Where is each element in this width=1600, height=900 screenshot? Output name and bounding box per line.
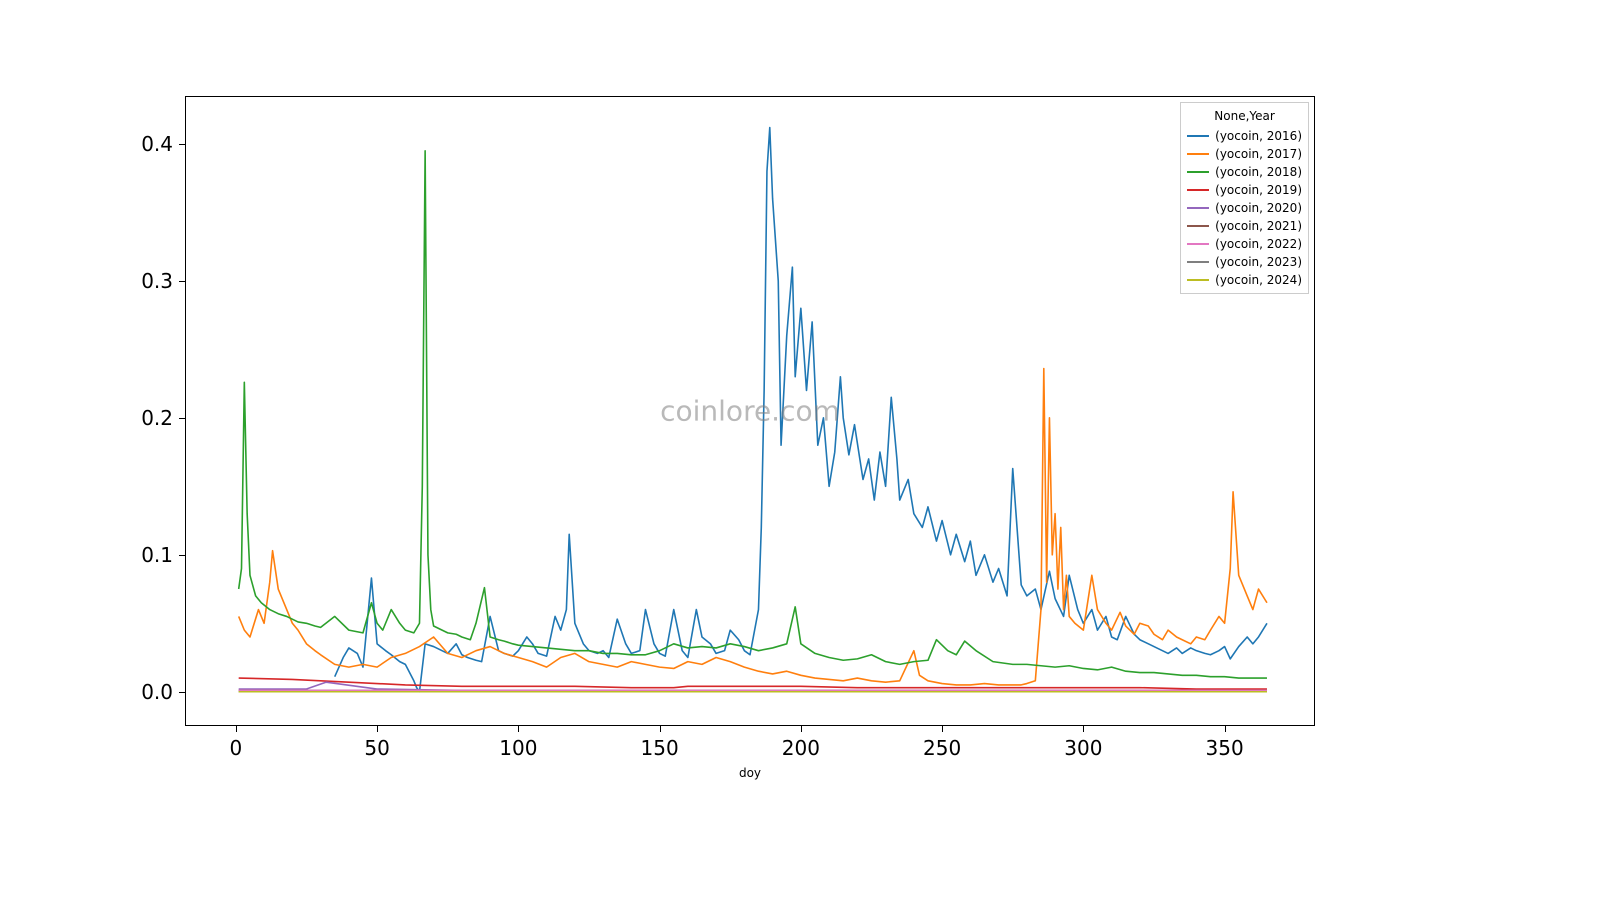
legend-item: (yocoin, 2022) [1187, 235, 1302, 253]
legend-title: None,Year [1187, 107, 1302, 125]
legend-swatch [1187, 243, 1209, 245]
y-tick-mark [179, 555, 185, 556]
legend-swatch [1187, 135, 1209, 137]
legend-label: (yocoin, 2023) [1215, 253, 1302, 271]
x-tick-label: 50 [364, 736, 389, 760]
x-tick-label: 200 [782, 736, 820, 760]
legend-item: (yocoin, 2019) [1187, 181, 1302, 199]
x-tick-mark [377, 726, 378, 732]
y-tick-mark [179, 281, 185, 282]
legend-item: (yocoin, 2016) [1187, 127, 1302, 145]
legend-item: (yocoin, 2024) [1187, 271, 1302, 289]
x-tick-mark [660, 726, 661, 732]
legend-swatch [1187, 189, 1209, 191]
legend-swatch [1187, 153, 1209, 155]
legend-item: (yocoin, 2017) [1187, 145, 1302, 163]
series-line-yocoin-2016 [335, 128, 1267, 692]
legend-label: (yocoin, 2024) [1215, 271, 1302, 289]
chart-lines-svg [0, 0, 1600, 900]
x-tick-mark [801, 726, 802, 732]
x-tick-mark [1083, 726, 1084, 732]
legend-swatch [1187, 171, 1209, 173]
x-tick-label: 350 [1206, 736, 1244, 760]
x-tick-label: 100 [499, 736, 537, 760]
x-tick-label: 150 [641, 736, 679, 760]
legend-item: (yocoin, 2023) [1187, 253, 1302, 271]
legend-label: (yocoin, 2019) [1215, 181, 1302, 199]
y-tick-label: 0.1 [141, 543, 173, 567]
y-tick-label: 0.3 [141, 269, 173, 293]
legend-swatch [1187, 207, 1209, 209]
x-tick-label: 0 [229, 736, 242, 760]
x-tick-label: 250 [923, 736, 961, 760]
y-tick-mark [179, 144, 185, 145]
x-tick-mark [236, 726, 237, 732]
y-tick-label: 0.4 [141, 132, 173, 156]
series-line-yocoin-2019 [239, 678, 1267, 689]
legend-item: (yocoin, 2021) [1187, 217, 1302, 235]
legend-label: (yocoin, 2022) [1215, 235, 1302, 253]
legend-swatch [1187, 225, 1209, 227]
y-tick-mark [179, 418, 185, 419]
x-tick-label: 300 [1064, 736, 1102, 760]
legend-label: (yocoin, 2021) [1215, 217, 1302, 235]
series-line-yocoin-2018 [239, 151, 1267, 678]
legend-item: (yocoin, 2020) [1187, 199, 1302, 217]
x-axis-label: doy [739, 766, 761, 780]
legend-swatch [1187, 261, 1209, 263]
legend-label: (yocoin, 2017) [1215, 145, 1302, 163]
legend-box: None,Year (yocoin, 2016)(yocoin, 2017)(y… [1180, 102, 1309, 294]
legend-label: (yocoin, 2020) [1215, 199, 1302, 217]
x-tick-mark [1225, 726, 1226, 732]
y-tick-label: 0.2 [141, 406, 173, 430]
y-tick-mark [179, 692, 185, 693]
legend-swatch [1187, 279, 1209, 281]
x-tick-mark [518, 726, 519, 732]
x-tick-mark [942, 726, 943, 732]
legend-label: (yocoin, 2016) [1215, 127, 1302, 145]
legend-item: (yocoin, 2018) [1187, 163, 1302, 181]
legend-label: (yocoin, 2018) [1215, 163, 1302, 181]
y-tick-label: 0.0 [141, 680, 173, 704]
